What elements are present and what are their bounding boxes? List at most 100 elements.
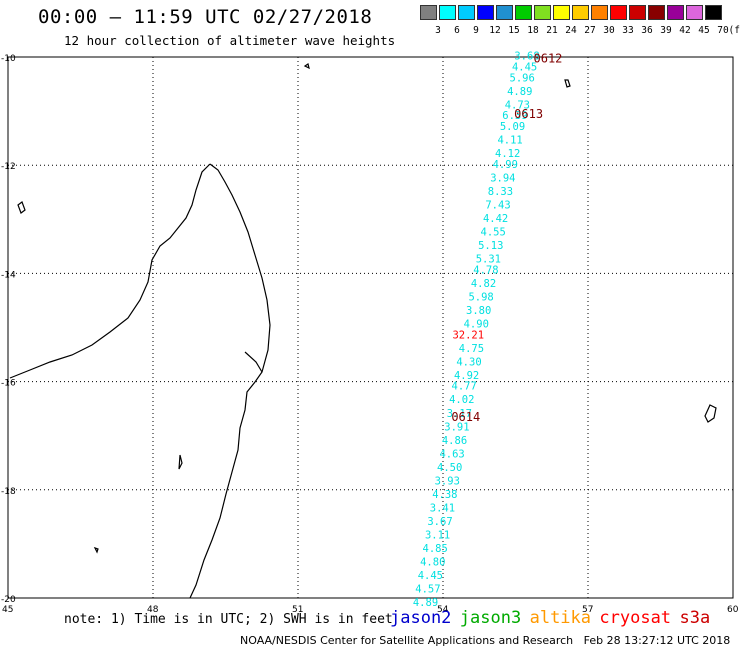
wave-height-value: 4.02 <box>449 394 474 406</box>
pass-time-label: 0613 <box>514 107 543 121</box>
wave-height-value: 4.45 <box>418 570 443 582</box>
legend-swatch <box>553 5 570 20</box>
wave-height-value: 3.67 <box>427 516 452 528</box>
lat-tick-label: -14 <box>1 270 16 280</box>
satellite-name: s3a <box>679 608 711 628</box>
wave-height-value: 4.89 <box>413 597 438 609</box>
wave-height-value: 4.50 <box>437 462 462 474</box>
satellite-name: cryosat <box>599 608 672 628</box>
legend-swatch <box>610 5 627 20</box>
wave-height-value: 5.09 <box>500 121 525 133</box>
legend-label: 70 <box>717 25 729 36</box>
islet <box>303 63 310 70</box>
legend-label: 18 <box>527 25 539 36</box>
timestamp: Feb 28 13:27:12 UTC 2018 <box>583 634 731 647</box>
wave-height-value: 3.68 <box>514 51 539 63</box>
madagascar-west-coast <box>9 163 211 379</box>
wave-height-value: 4.45 <box>512 62 537 74</box>
wave-height-value: 6.39 <box>502 110 527 122</box>
wave-height-value: 8.33 <box>488 186 513 198</box>
legend-label: 12 <box>489 25 501 36</box>
legend-label: 39 <box>660 25 672 36</box>
islet <box>178 454 183 470</box>
legend-swatch <box>667 5 684 20</box>
legend-swatch <box>686 5 703 20</box>
wave-height-value: 4.80 <box>420 557 445 569</box>
legend-unit: (ft) <box>728 25 740 36</box>
legend-label: 42 <box>679 25 691 36</box>
legend-label: 15 <box>508 25 520 36</box>
pass-time-label: 0612 <box>534 52 563 66</box>
wave-height-value: 4.99 <box>493 159 518 171</box>
wave-height-value: 7.43 <box>485 199 510 211</box>
wave-height-value: 4.55 <box>481 227 506 239</box>
islet <box>564 79 571 88</box>
legend-label: 21 <box>546 25 558 36</box>
wave-height-value: 4.38 <box>432 489 457 501</box>
wave-height-value: 4.85 <box>423 543 448 555</box>
madagascar-coastline <box>189 163 271 599</box>
legend-label: 45 <box>698 25 710 36</box>
wave-height-value: 3.41 <box>430 502 455 514</box>
wave-height-value: 4.92 <box>454 370 479 382</box>
legend-swatch <box>534 5 551 20</box>
satellite-name: altika <box>529 608 592 628</box>
wave-height-value: 5.98 <box>468 291 493 303</box>
legend-label: 30 <box>603 25 615 36</box>
wave-height-value: 4.42 <box>483 213 508 225</box>
reef-outline <box>244 351 263 373</box>
lat-tick-label: -16 <box>1 379 16 389</box>
wave-height-value: 5.31 <box>476 254 501 266</box>
wave-height-value: 4.11 <box>497 135 522 147</box>
lat-tick-label: -20 <box>1 595 16 605</box>
legend-swatch <box>515 5 532 20</box>
lon-tick-label: 48 <box>147 605 159 615</box>
lon-tick-label: 54 <box>437 605 449 615</box>
wave-height-value: 5.96 <box>510 72 535 84</box>
wave-height-value: 3.11 <box>425 529 450 541</box>
legend-swatch <box>458 5 475 20</box>
legend-swatch <box>496 5 513 20</box>
wave-height-value: 3.91 <box>444 421 469 433</box>
islet <box>93 546 99 554</box>
wave-height-value: 4.12 <box>495 148 520 160</box>
lon-tick-label: 45 <box>2 605 13 615</box>
legend-swatch <box>591 5 608 20</box>
legend-label: 24 <box>565 25 577 36</box>
legend-swatch <box>439 5 456 20</box>
legend-swatch <box>648 5 665 20</box>
satellite-name: jason3 <box>459 608 522 628</box>
lon-tick-label: 57 <box>582 605 593 615</box>
legend-swatch <box>705 5 722 20</box>
wave-height-value: 4.82 <box>471 278 496 290</box>
wave-height-value: 4.77 <box>452 381 477 393</box>
map-frame <box>7 56 734 599</box>
wave-height-value: 32.21 <box>452 329 484 341</box>
islet <box>704 404 717 423</box>
credit-text: NOAA/NESDIS Center for Satellite Applica… <box>240 634 574 647</box>
wave-height-value: 3.94 <box>490 172 515 184</box>
wave-height-value: 4.57 <box>415 584 440 596</box>
legend-swatch <box>572 5 589 20</box>
wave-height-value: 4.78 <box>473 264 498 276</box>
credit-line: NOAA/NESDIS Center for Satellite Applica… <box>240 634 730 647</box>
legend-swatch <box>477 5 494 20</box>
legend-label: 6 <box>454 25 460 36</box>
legend-label: 36 <box>641 25 653 36</box>
wave-height-value: 4.63 <box>439 448 464 460</box>
wave-height-value: 3.93 <box>435 475 460 487</box>
legend-label: 9 <box>473 25 479 36</box>
coastline <box>9 63 717 599</box>
wave-height-value: 3.80 <box>466 305 491 317</box>
lat-tick-label: -10 <box>1 54 16 64</box>
lat-tick-label: -12 <box>1 162 16 172</box>
legend-swatch <box>420 5 437 20</box>
legend-label: 33 <box>622 25 634 36</box>
wave-height-value: 4.86 <box>442 435 467 447</box>
map-title: 00:00 – 11:59 UTC 02/27/2018 <box>38 6 373 28</box>
lon-tick-label: 51 <box>292 605 303 615</box>
wave-height-labels: 3.684.455.964.894.736.395.094.114.124.99… <box>413 51 540 609</box>
legend-label: 3 <box>435 25 441 36</box>
map-subtitle: 12 hour collection of altimeter wave hei… <box>64 33 396 48</box>
